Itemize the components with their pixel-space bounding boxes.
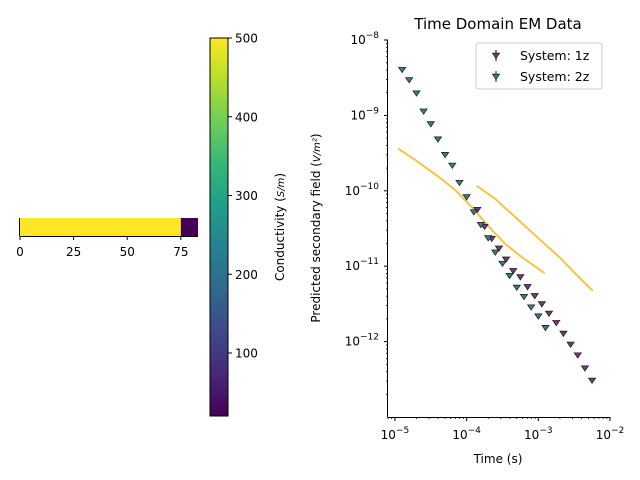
data-point-2z xyxy=(534,313,543,320)
x-axis-label: Time (s) xyxy=(473,452,523,466)
plot-x-ticks: 10−5 10−4 10−3 10−2 xyxy=(381,417,625,442)
model-x-tick-label: 75 xyxy=(173,245,188,259)
x-tick-label: 10−4 xyxy=(452,426,481,442)
prediction-lines xyxy=(397,147,594,292)
chart-title: Time Domain EM Data xyxy=(413,15,581,33)
model-x-tick-label: 25 xyxy=(66,245,81,259)
data-point-1z xyxy=(537,301,547,308)
data-point-2z xyxy=(433,136,443,143)
conductivity-model-panel: 0 25 50 75 xyxy=(16,218,198,259)
x-tick-label: 10−5 xyxy=(381,426,410,442)
data-point-1z xyxy=(559,330,568,338)
data-point-1z xyxy=(573,352,583,359)
data-point-1z xyxy=(566,341,575,349)
colorbar-unit: S/m xyxy=(276,177,287,197)
plot-y-ticks: 10−12 10−11 10−10 10−9 10−8 xyxy=(345,31,388,395)
y-tick-label: 10−9 xyxy=(350,106,379,122)
data-point-2z xyxy=(526,304,536,311)
x-tick-label: 10−2 xyxy=(596,426,625,442)
data-point-1z xyxy=(508,268,518,275)
model-x-ticks: 0 25 50 75 xyxy=(16,236,188,259)
data-point-2z xyxy=(412,90,421,97)
colorbar-tick-label: 300 xyxy=(235,189,258,203)
data-point-2z xyxy=(512,284,522,292)
colorbar-ticks: 100 200 300 400 500 xyxy=(228,32,258,361)
data-point-2z xyxy=(476,222,486,229)
colorbar-tick-label: 100 xyxy=(235,347,258,361)
legend-label-2z: System: 2z xyxy=(520,69,590,84)
data-point-2z xyxy=(440,152,450,159)
basement-layer-cell xyxy=(180,218,198,236)
prediction-line-1 xyxy=(397,147,545,274)
em-data-panel: Time Domain EM Data 10−5 10−4 10−3 10−2 10−… xyxy=(309,15,624,466)
data-point-2z xyxy=(519,293,529,301)
conductive-layer-cell xyxy=(20,218,181,236)
legend-triangle xyxy=(491,73,501,81)
x-tick-label: 10−3 xyxy=(524,426,553,442)
legend-frame xyxy=(475,42,603,90)
colorbar-tick-label: 200 xyxy=(235,268,258,282)
data-point-1z xyxy=(516,274,525,281)
data-point-1z xyxy=(552,320,561,327)
data-point-1z xyxy=(501,256,511,263)
data-point-2z xyxy=(455,179,464,187)
legend-item-system-1z: System: 1z xyxy=(491,48,590,63)
colorbar-gradient xyxy=(209,37,229,417)
y-axis-label: Predicted secondary field (V/m²) xyxy=(309,133,323,322)
data-point-1z xyxy=(530,293,539,300)
data-point-2z xyxy=(498,260,507,268)
data-point-2z xyxy=(404,77,414,84)
prediction-line-2 xyxy=(476,185,594,292)
data-point-1z xyxy=(494,245,504,252)
data-point-1z xyxy=(580,365,590,372)
y-tick-label: 10−10 xyxy=(345,182,380,198)
data-point-1z xyxy=(544,310,554,317)
data-points xyxy=(397,66,597,385)
data-point-2z xyxy=(397,66,407,74)
y-axis-unit: V/m² xyxy=(312,138,323,162)
legend-marker-2z xyxy=(491,71,501,82)
data-point-2z xyxy=(469,209,479,216)
y-tick-label: 10−11 xyxy=(345,257,379,273)
data-point-1z xyxy=(523,284,532,291)
conductivity-colorbar: 100 200 300 400 500 Conductivity (S/m) xyxy=(209,32,287,417)
colorbar-label: Conductivity (S/m) xyxy=(273,173,287,281)
data-point-2z xyxy=(541,325,550,332)
data-point-2z xyxy=(483,235,493,242)
data-point-2z xyxy=(419,108,428,115)
data-point-2z xyxy=(505,272,514,280)
data-point-2z xyxy=(491,249,500,256)
legend-marker-1z xyxy=(491,50,501,61)
data-point-2z xyxy=(448,162,457,170)
legend: System: 1z System: 2z xyxy=(475,42,603,90)
model-x-tick-label: 0 xyxy=(16,245,24,259)
colorbar-tick-label: 500 xyxy=(235,32,258,46)
legend-triangle xyxy=(491,52,501,60)
y-tick-label: 10−8 xyxy=(350,31,379,47)
data-point-1z xyxy=(587,377,597,385)
data-point-1z xyxy=(480,223,489,231)
colorbar-tick-label: 400 xyxy=(235,110,258,124)
model-x-tick-label: 50 xyxy=(120,245,135,259)
legend-item-system-2z: System: 2z xyxy=(491,69,590,84)
y-tick-label: 10−12 xyxy=(345,333,379,349)
legend-label-1z: System: 1z xyxy=(520,48,590,63)
data-point-2z xyxy=(426,121,436,128)
data-point-2z xyxy=(462,194,471,201)
